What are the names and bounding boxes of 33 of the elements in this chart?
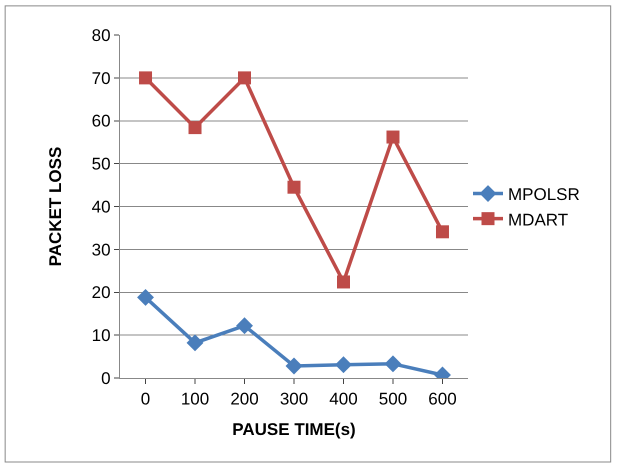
y-tick-label: 10 (92, 326, 111, 346)
point (236, 317, 253, 334)
point (336, 275, 350, 288)
point (186, 334, 204, 352)
y-tick-label: 60 (92, 112, 111, 131)
x-tick-label: 300 (280, 389, 308, 408)
legend-label: MPOLSR (508, 185, 580, 204)
point (137, 288, 154, 306)
x-tick-label: 200 (230, 389, 259, 408)
point (384, 355, 402, 372)
y-tick-label: 30 (92, 240, 111, 260)
y-tick-label: 50 (92, 154, 111, 174)
x-tick-label: 500 (378, 389, 408, 408)
x-axis-title: PAUSE TIME(s) (232, 420, 356, 439)
legend-label: MDART (508, 210, 568, 230)
point (286, 358, 302, 374)
point (288, 180, 300, 194)
y-tick-label: 40 (92, 197, 111, 216)
x-tick-label: 100 (180, 389, 210, 408)
y-tick-label: 0 (101, 368, 111, 388)
x-tick-label: 0 (140, 389, 150, 408)
y-tick-label: 80 (92, 26, 111, 45)
point (139, 71, 152, 84)
point (386, 130, 400, 144)
point (188, 121, 202, 134)
y-tick-label: 70 (92, 68, 111, 88)
y-tick-label: 20 (92, 283, 111, 302)
y-axis-title: PACKET LOSS (46, 146, 66, 266)
point (436, 225, 449, 238)
x-tick-label: 400 (329, 389, 358, 408)
point (238, 71, 252, 84)
point (335, 356, 352, 374)
x-tick-label: 600 (428, 389, 457, 408)
